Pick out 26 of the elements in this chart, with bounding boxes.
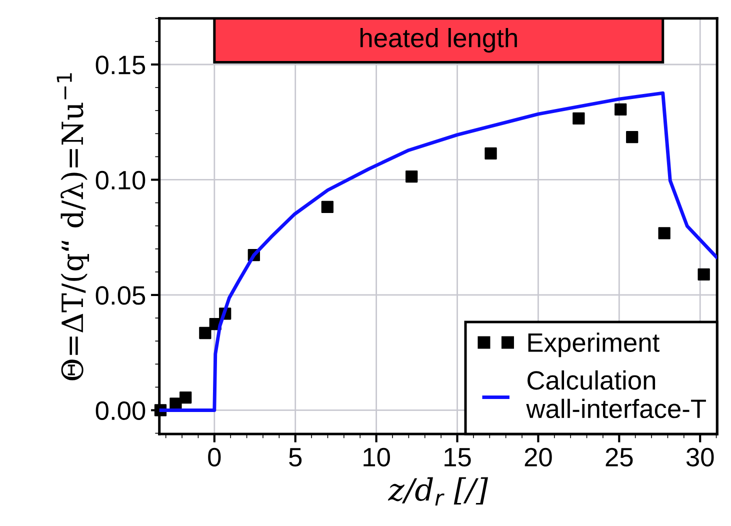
point	[572, 112, 585, 125]
y-tick-label: 0.05	[96, 286, 146, 305]
point	[180, 391, 192, 404]
point	[484, 147, 497, 160]
y-tick-label: 0.00	[96, 401, 146, 420]
x-tick-label: 15	[444, 448, 471, 467]
point	[614, 103, 627, 116]
x-axis-title: z/d$_{r}$ [/]	[388, 477, 488, 506]
point	[698, 268, 710, 281]
point	[626, 131, 638, 144]
x-tick-label: 20	[524, 448, 552, 467]
x-tick-label: 0	[208, 448, 221, 467]
point	[658, 227, 670, 240]
x-tick-label: 10	[364, 448, 390, 467]
x-tick-label: 25	[606, 448, 633, 467]
point	[321, 200, 334, 214]
y-tick-label: 0.10	[96, 170, 146, 190]
point	[199, 326, 212, 340]
y-tick-label: 0.15	[96, 56, 146, 74]
point	[406, 170, 418, 183]
legend-label: Calculation wall-interface-T	[526, 370, 706, 418]
band-label: heated length	[360, 28, 517, 53]
y-axis-title: Θ=ΔT/(q“ d/λ)=Nu$^{−1}$	[56, 73, 89, 380]
x-tick-label: 5	[289, 448, 302, 467]
legend-label: Experiment	[528, 332, 660, 358]
x-tick-label: 30	[686, 448, 714, 467]
